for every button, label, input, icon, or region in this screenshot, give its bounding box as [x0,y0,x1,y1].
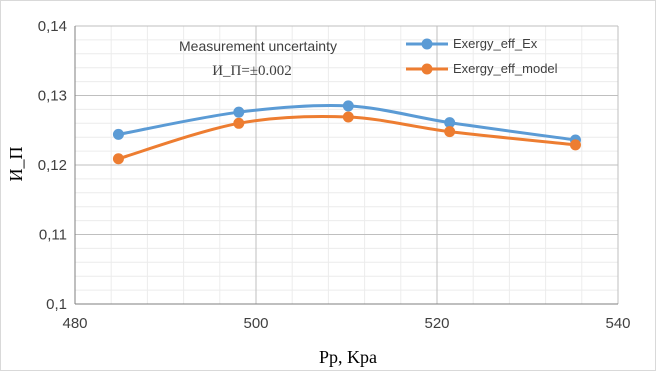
y-tick-label: 0,14 [38,18,67,35]
legend: Exergy_eff_Ex Exergy_eff_model [406,36,558,76]
data-point-model [233,117,245,129]
data-point-model [569,139,581,151]
x-tick-label: 520 [424,315,449,332]
x-axis-title: Pp, Kpa [319,347,377,367]
y-axis-title: И_П [6,147,26,182]
data-series [112,100,581,165]
data-point-model [112,153,124,165]
legend-label-model: Exergy_eff_model [453,61,558,76]
y-tick-label: 0,11 [39,227,67,244]
legend-label-ex: Exergy_eff_Ex [453,36,538,51]
x-tick-label: 480 [62,315,87,332]
tick-labels: 0,1 0,11 0,12 0,13 0,14 480 500 520 540 [38,18,631,332]
data-point-model [444,126,456,138]
axes [74,26,618,305]
uncertainty-annotation-line-2: И_П=±0.002 [212,63,292,79]
x-tick-label: 540 [605,315,630,332]
data-point-model [342,111,354,123]
y-tick-label: 0,1 [46,296,67,313]
x-tick-label: 500 [243,315,268,332]
legend-marker-model [421,63,433,75]
y-tick-label: 0,13 [38,88,67,105]
legend-marker-ex [421,38,433,50]
data-point-ex [233,106,245,118]
data-point-ex [444,117,456,129]
y-tick-label: 0,12 [38,157,67,174]
data-point-ex [342,100,354,112]
data-point-ex [112,128,124,140]
uncertainty-annotation-line-1: Measurement uncertainty [179,38,337,54]
